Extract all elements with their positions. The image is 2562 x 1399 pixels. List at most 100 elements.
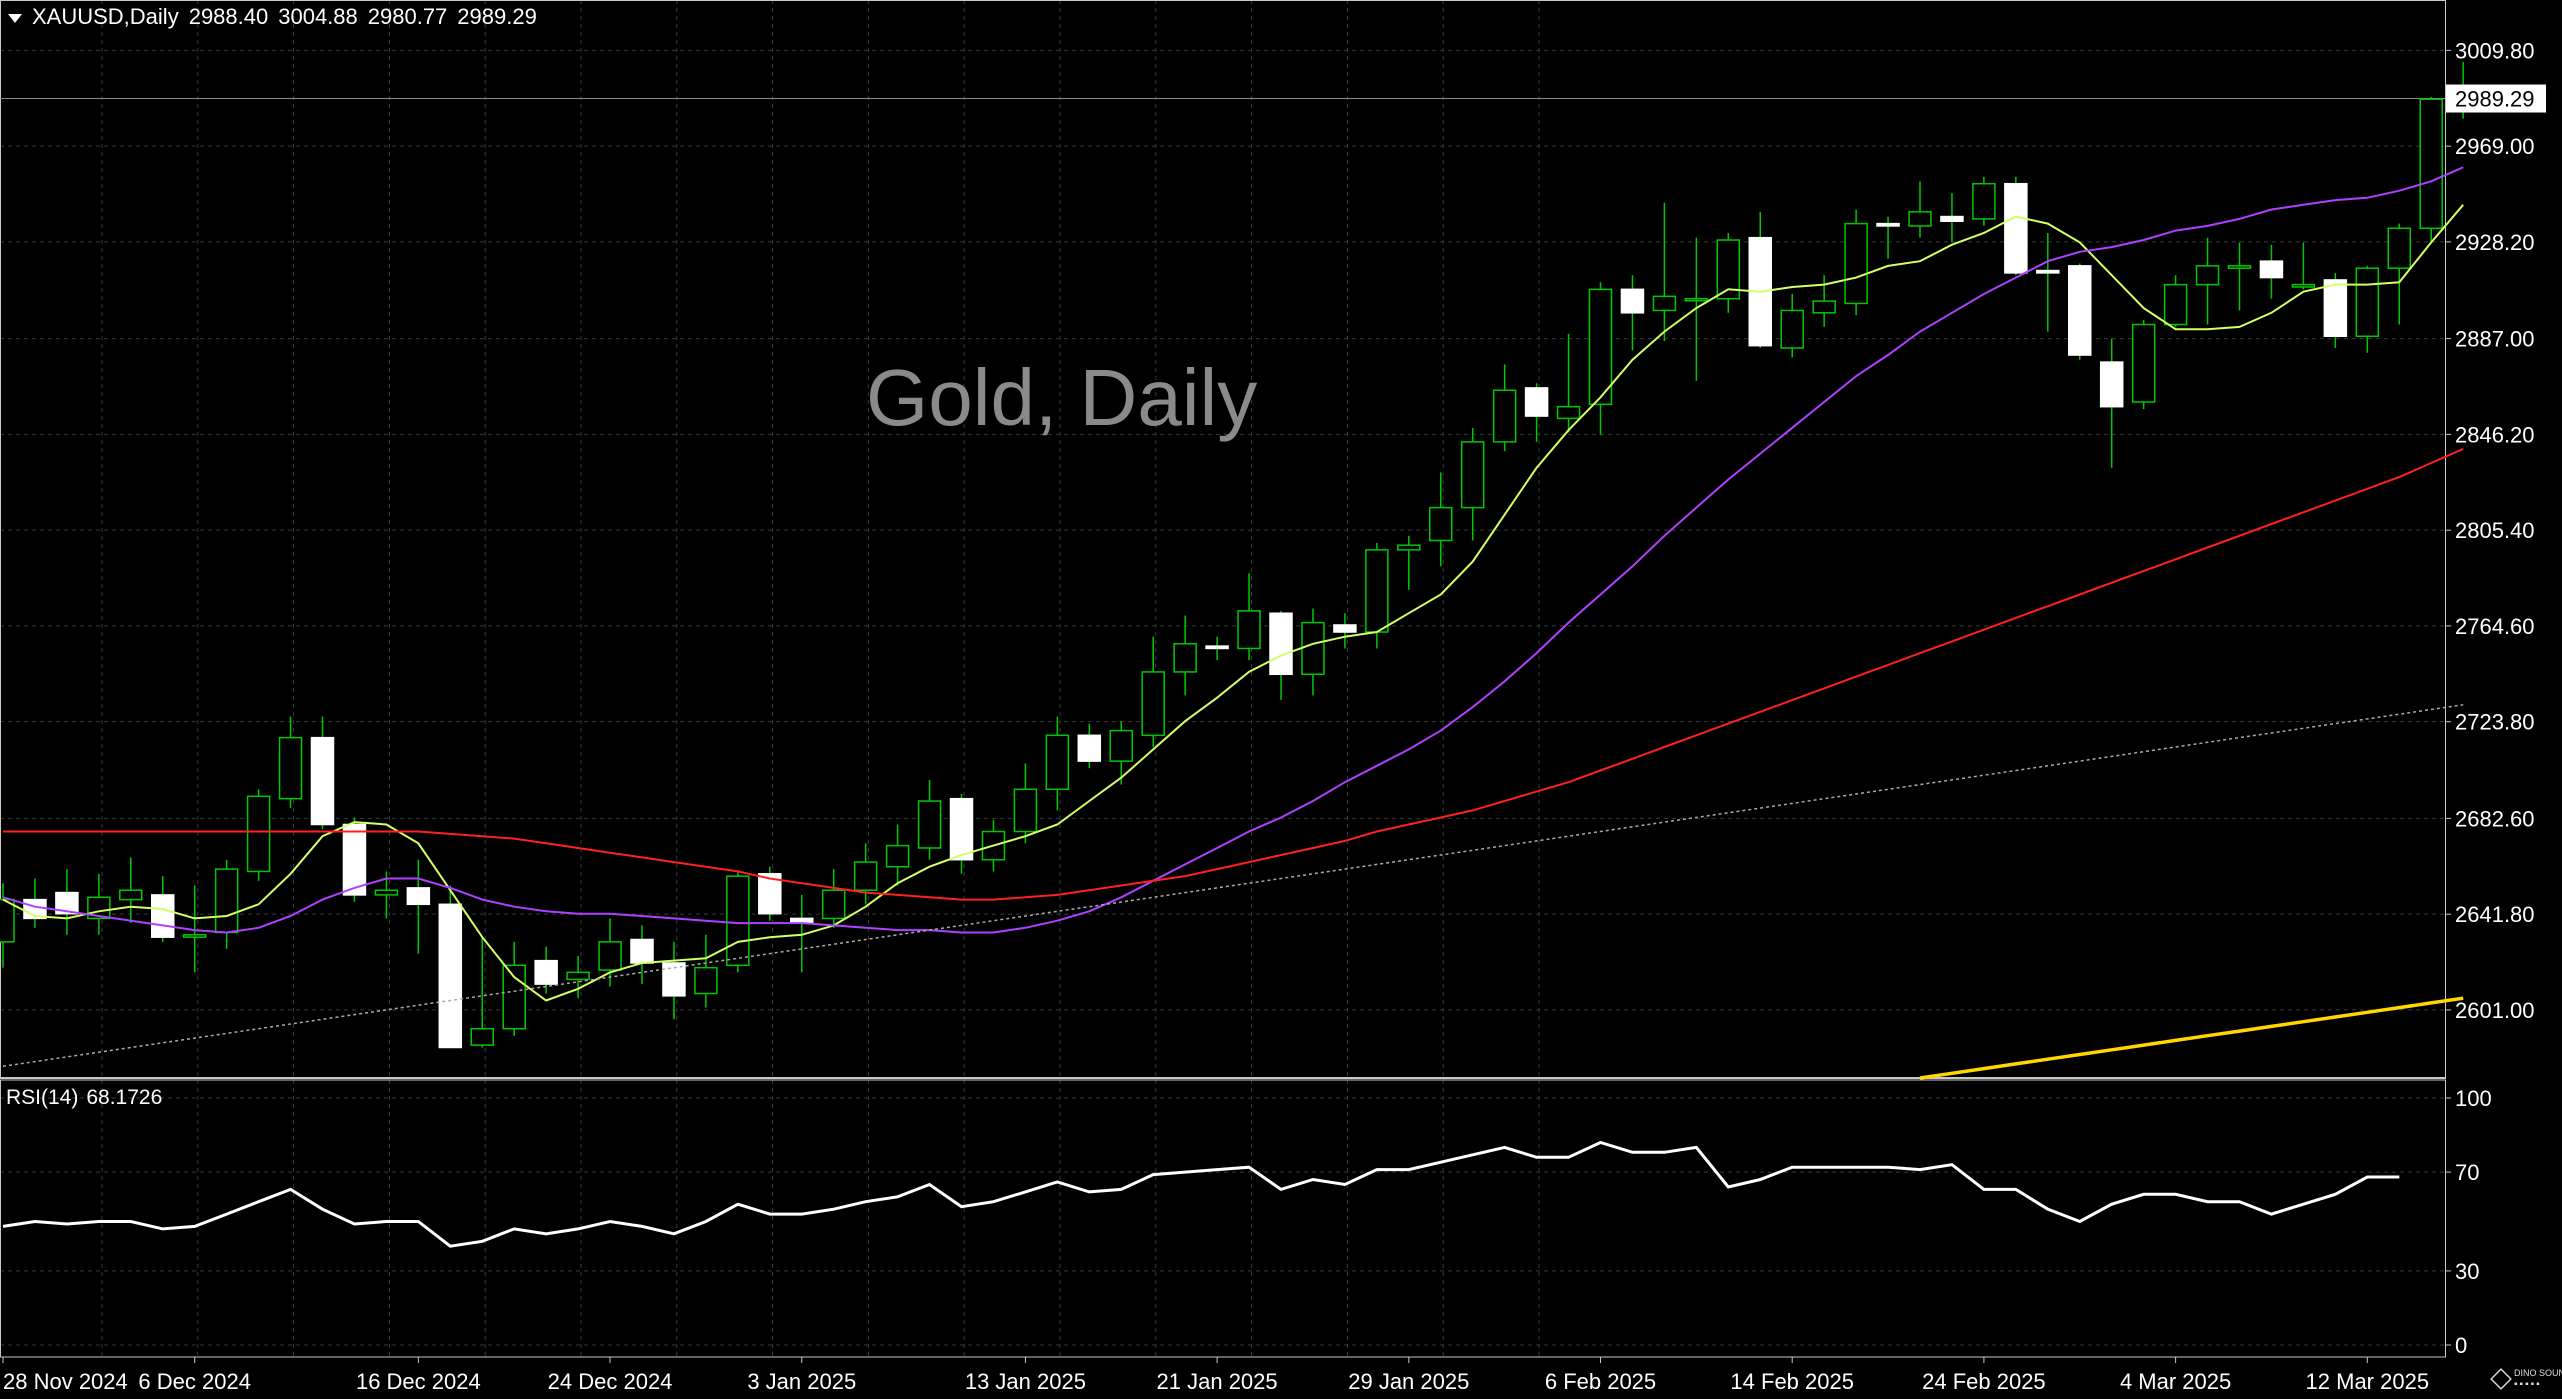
rsi-header: RSI(14) 68.1726	[6, 1086, 170, 1110]
broker-logo: DINO SOUND ▪▪▪▪▪	[2490, 1364, 2562, 1394]
candle-body	[1876, 222, 1900, 227]
candle-body	[246, 795, 271, 873]
price-axis-label: 2805.40	[2455, 518, 2535, 543]
candle-body	[758, 873, 782, 915]
open-price: 2988.40	[188, 4, 269, 29]
candle-body	[2131, 323, 2156, 403]
time-axis-label: 12 Mar 2025	[2306, 1369, 2430, 1394]
candle-body	[214, 868, 239, 934]
price-axis-label: 2682.60	[2455, 806, 2535, 831]
candle-body	[374, 889, 399, 896]
candle-body	[438, 903, 463, 1049]
candle-body	[853, 861, 878, 891]
time-axis-label: 29 Jan 2025	[1348, 1369, 1469, 1394]
candle-body	[1429, 506, 1453, 542]
candle-body	[2068, 265, 2092, 356]
collapse-triangle-icon[interactable]	[8, 13, 22, 23]
candle-body	[406, 887, 431, 906]
rsi-name: RSI(14)	[6, 1086, 79, 1109]
candle-body	[885, 844, 910, 868]
candle-body	[1812, 300, 1836, 314]
time-axis-label: 28 Nov 2024	[3, 1369, 128, 1394]
candle-body	[534, 959, 558, 985]
candle-body	[1780, 309, 1804, 349]
moving-average-line	[2, 166, 2464, 934]
time-axis-label: 24 Feb 2025	[1922, 1369, 2046, 1394]
time-axis-label: 4 Mar 2025	[2120, 1369, 2231, 1394]
rsi-pane-frame	[0, 1079, 2446, 1358]
candle-body	[2036, 269, 2060, 274]
rsi-axis-label: 70	[2455, 1160, 2479, 1185]
candle-body	[1365, 549, 1389, 633]
chart-header: XAUUSD,Daily 2988.40 3004.88 2980.77 2989.29	[8, 4, 547, 30]
candle-body	[1684, 297, 1709, 302]
candle-body	[2291, 283, 2316, 288]
candle-body	[2004, 182, 2028, 274]
candle-body	[821, 889, 846, 920]
candle-body	[1620, 288, 1645, 314]
price-axis-label: 2846.20	[2455, 422, 2535, 447]
candle-body	[0, 898, 15, 943]
symbol-label: XAUUSD,Daily	[32, 4, 179, 29]
candle-body	[1844, 222, 1868, 305]
candle-body	[2387, 227, 2411, 269]
rsi-value: 68.1726	[86, 1086, 163, 1109]
candle-body	[1397, 544, 1421, 551]
candle-body	[1013, 788, 1038, 833]
candle-body	[1205, 645, 1229, 650]
candle-body	[630, 938, 654, 964]
candle-body	[1972, 182, 1996, 220]
price-axis-label: 2764.60	[2455, 614, 2535, 639]
time-axis-label: 14 Feb 2025	[1730, 1369, 1854, 1394]
candle-body	[1173, 643, 1197, 673]
candle-body	[1141, 671, 1165, 737]
candle-body	[310, 736, 335, 826]
high-price: 3004.88	[278, 4, 358, 29]
candle-body	[1588, 288, 1613, 406]
rsi-axis-label: 30	[2455, 1259, 2479, 1284]
main-pane-frame	[0, 0, 2446, 1079]
rsi-axis-label: 0	[2455, 1333, 2467, 1358]
candle-body	[119, 889, 143, 901]
candle-body	[1716, 239, 1741, 300]
current-price-tag	[2446, 84, 2546, 113]
current-price-label: 2989.29	[2455, 87, 2535, 112]
price-axis-label: 2641.80	[2455, 902, 2535, 927]
candle-body	[1269, 612, 1293, 676]
candle-body	[1237, 610, 1261, 650]
candle-body	[2163, 283, 2188, 326]
price-axis-label: 2601.00	[2455, 998, 2535, 1023]
rsi-axis-label: 100	[2455, 1086, 2492, 1111]
time-axis-label: 16 Dec 2024	[356, 1369, 481, 1394]
candle-body	[2323, 279, 2348, 338]
close-price: 2989.29	[457, 4, 537, 29]
time-axis-label: 21 Jan 2025	[1157, 1369, 1278, 1394]
candle-body	[1301, 621, 1325, 676]
candle-body	[1460, 441, 1485, 509]
logo-diamond-icon	[2490, 1368, 2512, 1390]
candle-body	[2099, 361, 2124, 408]
candle-body	[2419, 98, 2443, 230]
candle-body	[1556, 405, 1581, 420]
candle-body	[1077, 734, 1102, 762]
candle-body	[470, 1027, 494, 1046]
time-axis-label: 13 Jan 2025	[965, 1369, 1086, 1394]
moving-average-line	[2, 704, 2464, 1068]
price-axis-label: 2928.20	[2455, 230, 2535, 255]
time-axis-label: 24 Dec 2024	[548, 1369, 673, 1394]
rsi-line	[2, 1140, 2400, 1248]
candle-body	[1940, 215, 1964, 223]
time-axis-label: 3 Jan 2025	[747, 1369, 856, 1394]
price-axis-label: 2723.80	[2455, 710, 2535, 735]
moving-average-line	[1919, 996, 2464, 1080]
time-axis-label: 6 Dec 2024	[138, 1369, 251, 1394]
candle-body	[182, 934, 207, 938]
candle-body	[1652, 295, 1677, 312]
candle-body	[2227, 265, 2252, 269]
candle-body	[2355, 267, 2380, 338]
candle-body	[694, 966, 718, 995]
candle-body	[342, 823, 367, 896]
candle-body	[1109, 729, 1133, 762]
candle-body	[917, 800, 942, 849]
